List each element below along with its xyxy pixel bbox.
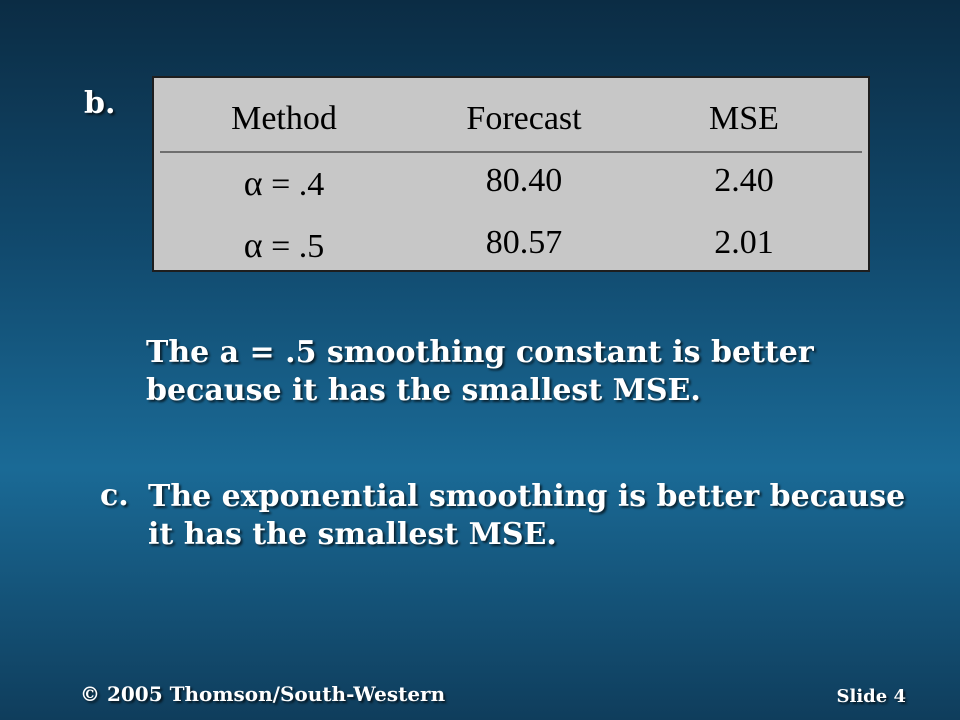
row-1-method: α = .4 xyxy=(194,162,374,204)
row-1-method-value: = .4 xyxy=(262,166,325,203)
results-table: Method Forecast MSE α = .4 80.40 2.40 α … xyxy=(152,76,870,272)
row-2-forecast: 80.57 xyxy=(485,224,563,261)
header-divider xyxy=(160,151,862,153)
header-method: Method xyxy=(231,100,337,137)
footer-slide-number: Slide 4 xyxy=(836,686,906,707)
alpha-symbol: α xyxy=(243,163,263,203)
row-1-forecast: 80.40 xyxy=(485,162,563,199)
header-mse: MSE xyxy=(709,100,779,137)
row-2-method-value: = .5 xyxy=(262,228,325,265)
row-2-method: α = .5 xyxy=(194,224,374,266)
part-c-marker: c. xyxy=(100,478,129,513)
paragraph-c: The exponential smoothing is better beca… xyxy=(148,479,906,552)
alpha-symbol: α xyxy=(243,225,263,265)
part-b-label: b. xyxy=(84,86,116,121)
row-1-mse: 2.40 xyxy=(714,162,774,199)
header-forecast: Forecast xyxy=(466,100,582,137)
footer-copyright: © 2005 Thomson/South-Western xyxy=(80,682,446,706)
row-2-mse: 2.01 xyxy=(714,224,774,261)
paragraph-b: The a = .5 smoothing constant is better … xyxy=(146,335,814,408)
